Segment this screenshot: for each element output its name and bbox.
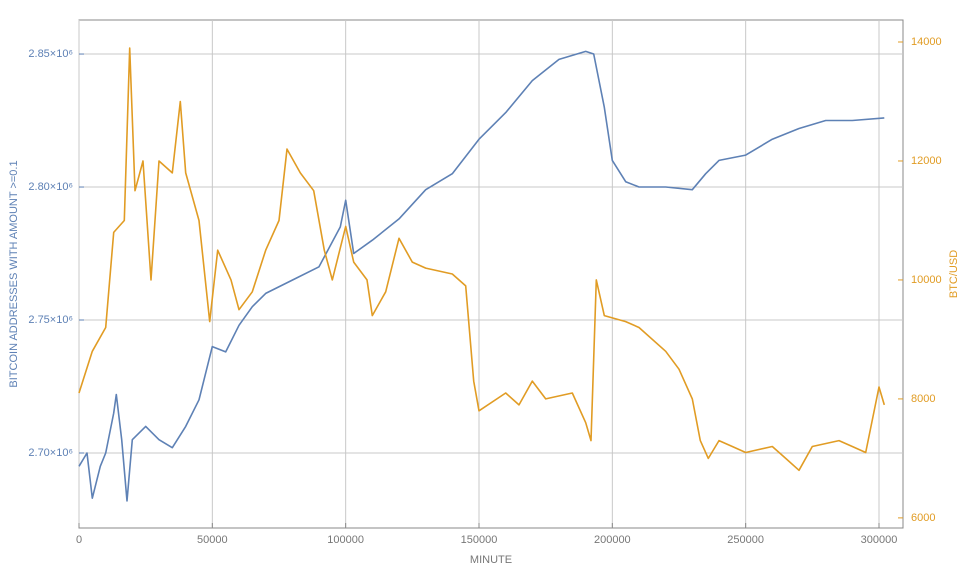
y-axis-label: BITCOIN ADDRESSES WITH AMOUNT >=0.1 xyxy=(8,160,20,387)
y-tick-label: 2.70×10⁶ xyxy=(28,447,73,459)
series-line xyxy=(78,47,886,472)
y-tick-label: 2.75×10⁶ xyxy=(28,314,73,326)
y2-axis-label: BTC/USD xyxy=(948,250,960,298)
x-tick-label: 250000 xyxy=(727,534,764,546)
x-axis-label: MINUTE xyxy=(470,554,512,566)
x-tick-label: 200000 xyxy=(594,534,631,546)
x-tick-label: 50000 xyxy=(197,534,228,546)
y-tick-label: 2.80×10⁶ xyxy=(28,181,73,193)
y2-tick-label: 10000 xyxy=(911,274,942,286)
y2-tick-label: 6000 xyxy=(911,512,935,524)
x-tick-label: 150000 xyxy=(461,534,498,546)
y2-tick-label: 8000 xyxy=(911,393,935,405)
y2-tick-label: 14000 xyxy=(911,36,942,48)
y-tick-label: 2.85×10⁶ xyxy=(28,48,73,60)
series-line xyxy=(78,50,885,502)
x-tick-label: 0 xyxy=(76,534,82,546)
x-tick-label: 300000 xyxy=(861,534,898,546)
y2-tick-label: 12000 xyxy=(911,155,942,167)
x-tick-label: 100000 xyxy=(327,534,364,546)
